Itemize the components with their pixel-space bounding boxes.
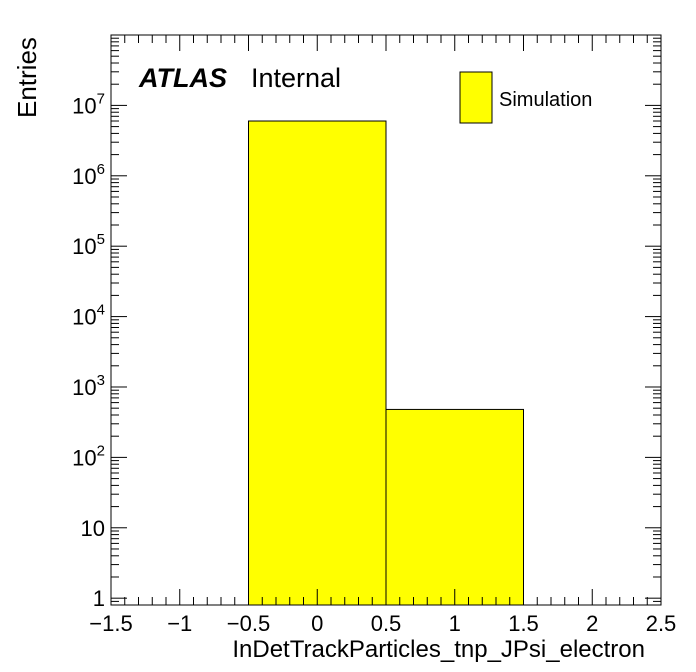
x-tick-labels: −1.5 −1 −0.5 0 0.5 1 1.5 2 2.5 (89, 611, 676, 636)
x-tick-label: 2.5 (646, 611, 677, 636)
x-tick-label: −1.5 (89, 611, 132, 636)
x-tick-label: 1 (449, 611, 461, 636)
atlas-label: ATLAS Internal (138, 63, 341, 93)
plot-frame (110, 34, 662, 606)
x-tick-label: −1 (167, 611, 192, 636)
y-tick-label: 104 (72, 302, 105, 330)
x-tick-label: 0 (311, 611, 323, 636)
y-axis-label: Entries (12, 37, 42, 118)
y-tick-label: 105 (72, 231, 105, 259)
y-tick-labels: 1 10 102 103 104 105 106 107 (72, 90, 105, 611)
x-tick-label: 2 (586, 611, 598, 636)
atlas-label-bold: ATLAS (138, 63, 227, 93)
x-tick-label: 0.5 (371, 611, 402, 636)
x-tick-label: −0.5 (227, 611, 270, 636)
x-axis-label: InDetTrackParticles_tnp_JPsi_electron (232, 636, 645, 663)
histogram-bars (248, 120, 524, 606)
legend-label: Simulation (499, 89, 592, 111)
y-tick-label: 106 (72, 161, 105, 189)
legend-swatch (459, 71, 493, 124)
x-tick-label: 1.5 (508, 611, 539, 636)
histogram-bar-0 (248, 120, 387, 606)
histogram-bar-1 (385, 408, 524, 606)
y-tick-label: 103 (72, 372, 105, 400)
y-tick-label: 107 (72, 90, 105, 118)
legend: Simulation (459, 71, 592, 124)
y-tick-label: 10 (81, 516, 105, 541)
atlas-label-internal: Internal (251, 63, 341, 93)
y-tick-label: 102 (72, 442, 105, 470)
y-tick-label: 1 (93, 586, 105, 611)
axis-ticks (110, 35, 662, 606)
